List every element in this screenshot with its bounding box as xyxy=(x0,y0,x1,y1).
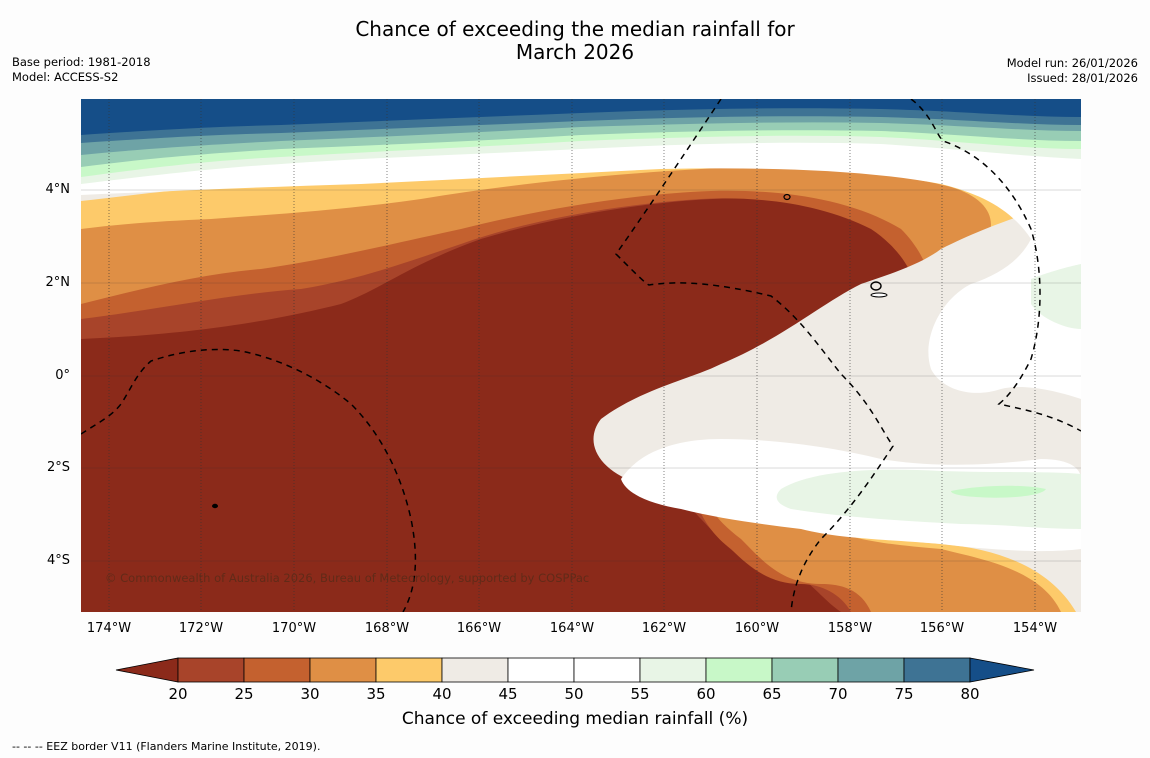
meta-left: Base period: 1981-2018 Model: ACCESS-S2 xyxy=(12,55,151,85)
model-run-text: Model run: 26/01/2026 xyxy=(1006,56,1138,70)
base-period-text: Base period: 1981-2018 xyxy=(12,55,151,69)
colorbar-seg-35 xyxy=(375,657,443,683)
model-text: Model: ACCESS-S2 xyxy=(12,70,119,84)
island-starbuck xyxy=(212,503,218,509)
rainfall-map[interactable]: © Commonwealth of Australia 2026, Bureau… xyxy=(81,99,1081,612)
islands xyxy=(212,193,888,509)
band-above-80 xyxy=(81,99,1081,135)
meta-right: Model run: 26/01/2026 Issued: 28/01/2026 xyxy=(1007,56,1138,86)
colorbar-seg-55 xyxy=(639,657,707,683)
issued-text: Issued: 28/01/2026 xyxy=(1027,71,1138,85)
colorbar-tick-75: 75 xyxy=(894,685,914,703)
band-60-65-south xyxy=(951,485,1046,498)
lon-label-174w: 174°W xyxy=(86,621,132,636)
band-55-60-east xyxy=(1031,264,1081,329)
lon-label-160w: 160°W xyxy=(734,621,780,636)
colorbar-seg-20 xyxy=(177,657,245,683)
colorbar-seg-65 xyxy=(771,657,839,683)
colorbar-seg-60 xyxy=(705,657,773,683)
lat-label-0: 0° xyxy=(55,368,70,383)
band-55-60-south xyxy=(776,469,1081,529)
colorbar-tick-40: 40 xyxy=(432,685,452,703)
lon-label-154w: 154°W xyxy=(1012,621,1058,636)
lon-label-166w: 166°W xyxy=(456,621,502,636)
colorbar-seg-25 xyxy=(243,657,311,683)
title-line-1: Chance of exceeding the median rainfall … xyxy=(355,17,795,41)
chart-title: Chance of exceeding the median rainfall … xyxy=(0,18,1150,64)
lon-label-158w: 158°W xyxy=(827,621,873,636)
lat-label-4n: 4°N xyxy=(45,182,71,197)
colorbar-seg-40 xyxy=(441,657,509,683)
colorbar-tick-65: 65 xyxy=(762,685,782,703)
eez-border-west xyxy=(81,348,417,612)
colorbar-tick-30: 30 xyxy=(300,685,320,703)
band-45-55 xyxy=(81,99,1081,399)
island-kiritimati xyxy=(870,281,882,291)
lat-label-2n: 2°N xyxy=(45,275,71,290)
map-svg xyxy=(81,99,1081,612)
colorbar-tick-80: 80 xyxy=(960,685,980,703)
colorbar-extend-high xyxy=(969,657,1035,683)
colorbar-tick-70: 70 xyxy=(828,685,848,703)
colorbar-seg-50 xyxy=(573,657,641,683)
eez-borders xyxy=(81,99,1081,612)
colorbar-tick-45: 45 xyxy=(498,685,518,703)
copyright-notice: © Commonwealth of Australia 2026, Bureau… xyxy=(105,571,590,585)
lon-label-172w: 172°W xyxy=(178,621,224,636)
colorbar-seg-75 xyxy=(903,657,971,683)
island-jarvis xyxy=(870,292,888,298)
colorbar-tick-55: 55 xyxy=(630,685,650,703)
colorbar-tick-50: 50 xyxy=(564,685,584,703)
lon-label-170w: 170°W xyxy=(271,621,317,636)
eez-border-central xyxy=(615,99,894,612)
colorbar-extend-low xyxy=(115,657,179,683)
island-malden xyxy=(783,193,791,201)
lat-label-4s: 4°S xyxy=(46,553,70,568)
colorbar-seg-70 xyxy=(837,657,905,683)
lon-label-168w: 168°W xyxy=(364,621,410,636)
lon-label-156w: 156°W xyxy=(919,621,965,636)
colorbar-seg-30 xyxy=(309,657,377,683)
colorbar-tick-35: 35 xyxy=(366,685,386,703)
lon-label-164w: 164°W xyxy=(549,621,595,636)
colorbar-seg-45 xyxy=(507,657,575,683)
colorbar xyxy=(115,657,1035,683)
latitude-gridlines xyxy=(81,189,1081,562)
lon-label-162w: 162°W xyxy=(641,621,687,636)
eez-footnote: -- -- -- EEZ border V11 (Flanders Marine… xyxy=(12,740,321,753)
colorbar-tick-60: 60 xyxy=(696,685,716,703)
eez-border-east xyxy=(910,99,1081,432)
colorbar-tick-25: 25 xyxy=(234,685,254,703)
title-line-2: March 2026 xyxy=(515,40,635,64)
lat-label-2s: 2°S xyxy=(46,460,70,475)
colorbar-label: Chance of exceeding median rainfall (%) xyxy=(401,709,749,729)
colorbar-tick-20: 20 xyxy=(168,685,188,703)
